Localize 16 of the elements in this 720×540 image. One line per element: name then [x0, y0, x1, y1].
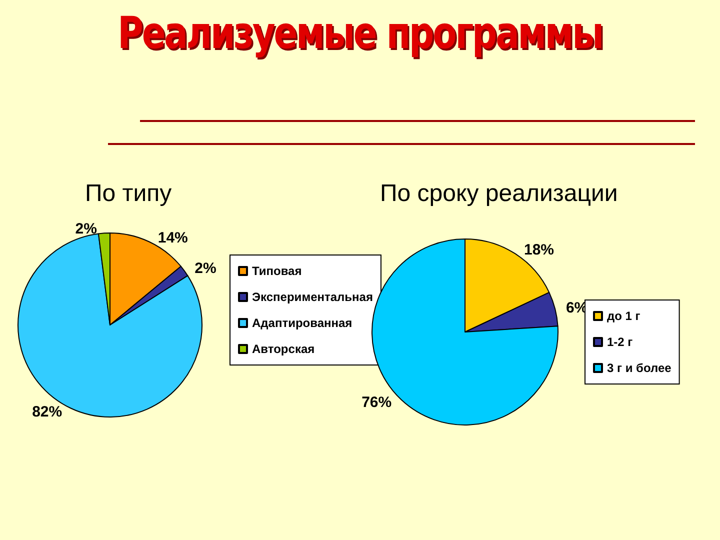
legend-label: Типовая: [252, 264, 302, 278]
data-label: 2%: [194, 260, 216, 278]
chart-subtitle: По типу: [85, 180, 172, 208]
data-label: 18%: [524, 242, 554, 259]
chart-title: По сроку реализации: [380, 180, 618, 208]
chart-title: Реализуемые программы: [116, 8, 604, 59]
data-label: 76%: [362, 394, 392, 412]
legend-label: Экспериментальная: [252, 290, 373, 304]
data-label: 2%: [75, 220, 97, 238]
legend-label: Авторская: [252, 342, 315, 356]
legend-label: до 1 г: [607, 309, 640, 323]
legend-label: 3 г и более: [607, 361, 672, 375]
legend-label: Адаптированная: [252, 316, 352, 330]
legend-label: 1-2 г: [607, 335, 633, 349]
data-label: 82%: [32, 403, 62, 420]
data-label: 14%: [158, 230, 188, 247]
